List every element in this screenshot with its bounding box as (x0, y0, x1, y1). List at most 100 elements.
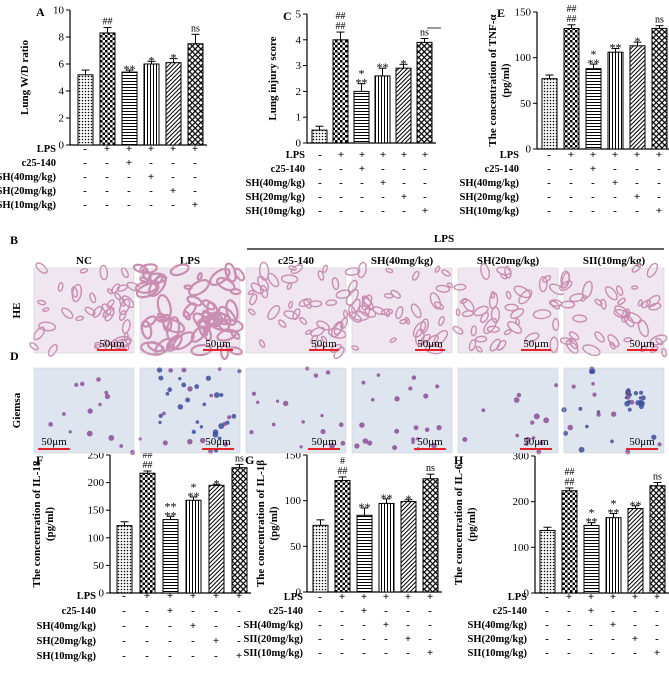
giemsa-cell (411, 375, 417, 380)
he-tissue (134, 281, 158, 294)
significance-mark: ## (336, 21, 346, 32)
bar (332, 39, 349, 144)
he-tissue (249, 293, 258, 306)
giemsa-cell (165, 391, 170, 396)
treatment-row-label: SH(40mg/kg) (245, 178, 305, 189)
he-tissue (389, 337, 397, 343)
he-tissue (560, 300, 576, 309)
treatment-mark: - (569, 177, 573, 189)
giemsa-cell (516, 392, 522, 398)
he-tissue (33, 326, 46, 341)
treatment-mark: - (339, 177, 343, 189)
treatment-row-label: SH(10mg/kg) (0, 200, 56, 211)
micrograph-column-header: NC (76, 255, 92, 267)
he-tissue (518, 289, 533, 305)
treatment-mark: - (428, 605, 432, 617)
treatment-mark: - (318, 191, 322, 203)
giemsa-cell (227, 415, 232, 420)
treatment-mark: + (213, 590, 219, 602)
giemsa-micrograph: 50μm (33, 367, 136, 455)
he-tissue (93, 343, 102, 349)
treatment-mark: + (126, 157, 132, 169)
he-tissue (361, 294, 373, 311)
treatment-mark: + (654, 591, 660, 603)
giemsa-cell (305, 366, 310, 371)
row-label-HE: HE (11, 303, 23, 319)
he-tissue (648, 302, 662, 311)
he-tissue (609, 341, 616, 350)
significance-mark: ## (338, 466, 348, 477)
y-tick-label: 5 (296, 9, 302, 21)
treatment-row-label: c25-140 (269, 606, 303, 617)
giemsa-cell (219, 393, 224, 398)
treatment-mark: - (193, 185, 197, 197)
treatment-mark: + (167, 590, 173, 602)
giemsa-cell (237, 369, 242, 374)
he-tissue (84, 306, 96, 316)
y-tick-label: 100 (515, 52, 532, 64)
treatment-mark: - (423, 163, 427, 175)
bar (585, 68, 602, 150)
y-tick-label: 50 (93, 560, 105, 572)
treatment-mark: - (318, 163, 322, 175)
giemsa-cell (627, 407, 632, 412)
treatment-mark: - (318, 591, 322, 603)
bar (374, 75, 391, 144)
giemsa-cell (301, 420, 305, 424)
treatment-mark: - (423, 191, 427, 203)
he-tissue (182, 310, 191, 321)
giemsa-cell (199, 425, 204, 429)
significance-mark: ## (567, 14, 577, 25)
y-tick-label: 10 (53, 5, 65, 17)
treatment-mark: - (545, 605, 549, 617)
treatment-mark: + (566, 591, 572, 603)
significance-mark: # (340, 456, 345, 467)
treatment-mark: - (613, 163, 617, 175)
he-tissue (147, 272, 168, 284)
he-tissue (380, 308, 394, 316)
y-tick-label: 150 (515, 7, 532, 19)
treatment-mark: + (405, 591, 411, 603)
treatment-mark: - (318, 647, 322, 659)
he-tissue (139, 341, 166, 356)
giemsa-background (246, 368, 346, 453)
lps-bracket-label: LPS (434, 233, 454, 245)
treatment-mark: - (149, 199, 153, 211)
significance-mark: * (591, 47, 597, 61)
giemsa-cell (108, 435, 115, 441)
y-tick-label: 6 (59, 59, 65, 71)
treatment-mark: - (589, 619, 593, 631)
treatment-mark: - (547, 191, 551, 203)
giemsa-cell (629, 399, 635, 405)
treatment-mark: + (144, 590, 150, 602)
he-tissue (500, 273, 508, 280)
giemsa-cell (436, 424, 442, 431)
he-tissue (399, 318, 408, 325)
giemsa-cell (48, 421, 53, 427)
significance-mark: ## (143, 460, 153, 471)
he-tissue (565, 339, 579, 354)
he-tissue (47, 343, 58, 357)
y-tick-label: 0 (524, 588, 530, 600)
he-tissue (89, 292, 97, 304)
significance-mark: ** (165, 499, 177, 513)
treatment-row-label: SII(10mg/kg) (243, 648, 303, 659)
giemsa-micrograph: 50μm (351, 367, 453, 454)
giemsa-frame (245, 367, 347, 454)
giemsa-cell (187, 438, 193, 445)
he-tissue (616, 285, 624, 296)
treatment-mark: - (545, 647, 549, 659)
treatment-mark: + (422, 205, 428, 217)
he-tissue (208, 317, 231, 332)
giemsa-cell (74, 382, 79, 387)
he-tissue (607, 334, 620, 348)
treatment-mark: - (545, 619, 549, 631)
treatment-mark: - (657, 191, 661, 203)
giemsa-cell (320, 414, 324, 418)
he-tissue (187, 279, 210, 297)
he-tissue (316, 320, 330, 331)
he-tissue (258, 339, 266, 348)
he-tissue (433, 329, 449, 346)
